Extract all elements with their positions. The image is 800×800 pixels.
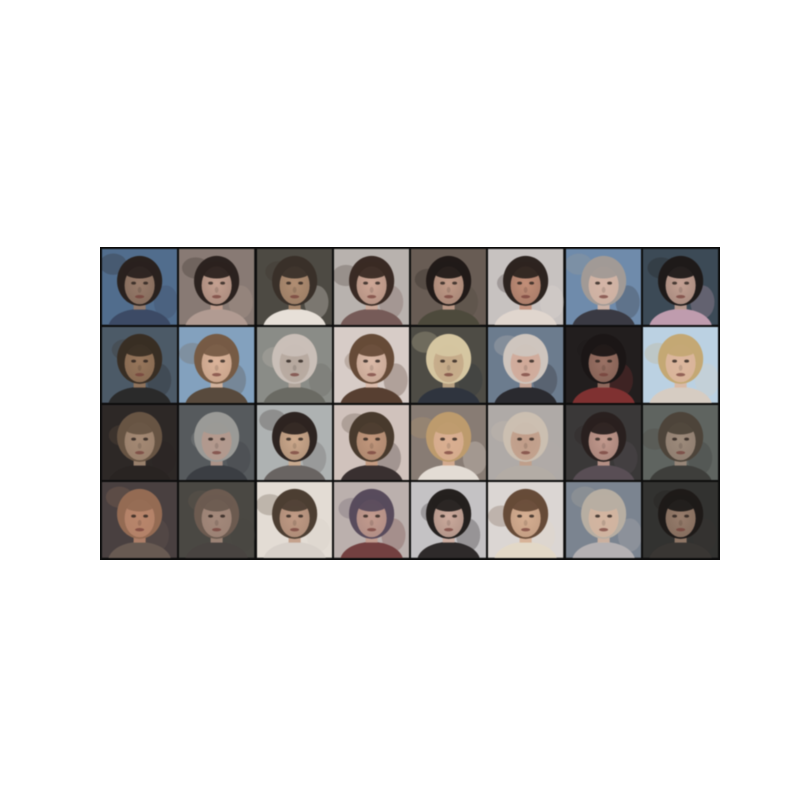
- face-sample-tile: [565, 249, 641, 325]
- face-sample-tile: [411, 326, 487, 403]
- face-sample-tile: [102, 326, 178, 403]
- face-sample-tile: [102, 482, 178, 558]
- generated-faces-grid: [100, 247, 720, 560]
- face-sample-tile: [411, 249, 487, 325]
- face-sample-tile: [333, 326, 409, 403]
- face-sample-tile: [565, 326, 641, 403]
- face-sample-tile: [179, 404, 255, 481]
- face-sample-tile: [333, 482, 409, 558]
- face-sample-tile: [333, 404, 409, 481]
- face-sample-tile: [488, 404, 564, 481]
- face-sample-tile: [256, 249, 332, 325]
- face-sample-tile: [179, 249, 255, 325]
- face-sample-tile: [642, 482, 718, 558]
- face-sample-tile: [179, 326, 255, 403]
- face-sample-tile: [256, 326, 332, 403]
- face-sample-tile: [411, 482, 487, 558]
- face-sample-tile: [256, 482, 332, 558]
- face-sample-tile: [642, 249, 718, 325]
- face-sample-tile: [642, 404, 718, 481]
- face-sample-tile: [102, 249, 178, 325]
- face-sample-tile: [642, 326, 718, 403]
- face-sample-tile: [488, 326, 564, 403]
- face-sample-tile: [488, 249, 564, 325]
- face-sample-tile: [333, 249, 409, 325]
- face-sample-tile: [102, 404, 178, 481]
- face-sample-tile: [411, 404, 487, 481]
- face-sample-tile: [256, 404, 332, 481]
- face-sample-tile: [488, 482, 564, 558]
- face-sample-tile: [179, 482, 255, 558]
- face-sample-tile: [565, 404, 641, 481]
- face-sample-tile: [565, 482, 641, 558]
